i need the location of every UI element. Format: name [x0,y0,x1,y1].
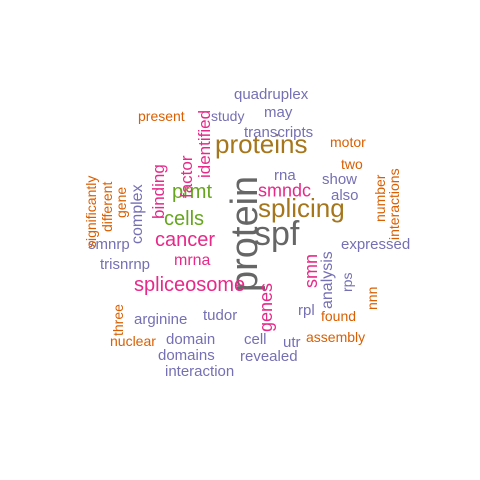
word-quadruplex: quadruplex [234,86,309,103]
word-domains: domains [158,347,215,364]
word-rpl: rpl [298,302,315,319]
word-splicing: splicing [258,193,345,224]
word-interaction: interaction [165,363,235,380]
word-factor: factor [177,155,196,198]
word-assembly: assembly [306,328,366,345]
word-cells: cells [164,208,205,230]
word-also: also [331,187,359,204]
word-genes: genes [256,282,276,332]
word-two: two [341,155,363,172]
word-utr: utr [283,334,301,351]
word-spliceosome: spliceosome [134,274,246,296]
word-arginine: arginine [134,311,188,328]
word-smn: smn [301,253,321,288]
word-proteins: proteins [215,129,308,160]
word-spf: spf [254,214,300,253]
word-binding: binding [149,164,168,219]
word-cancer: cancer [155,229,216,251]
word-complex: complex [129,184,146,244]
word-significantly: significantly [83,175,99,248]
word-study: study [211,107,245,124]
word-prmt: prmt [172,181,212,203]
word-smndc: smndc [258,180,312,201]
word-nnn: nnn [364,286,380,310]
word-revealed: revealed [240,348,298,365]
word-trisnrnp: trisnrnp [100,256,151,273]
word-may: may [264,104,293,121]
word-motor: motor [330,133,366,150]
word-tudor: tudor [203,307,238,324]
word-mrna: mrna [174,252,211,270]
word-rna: rna [274,167,296,184]
word-different: different [99,181,115,232]
word-cell: cell [244,331,267,348]
word-interactions: interactions [386,168,402,240]
word-transcripts: transcripts [244,124,314,141]
word-rps: rps [339,272,355,292]
word-smnrp: smnrp [88,236,130,253]
word-expressed: expressed [341,236,411,253]
word-show: show [322,171,358,188]
word-three: three [110,304,126,336]
word-domain: domain [166,331,216,348]
word-nuclear: nuclear [110,332,156,349]
word-present: present [138,107,185,124]
word-found: found [321,307,357,324]
word-gene: gene [113,186,129,218]
word-number: number [372,174,388,222]
word-analysis: analysis [319,251,336,309]
